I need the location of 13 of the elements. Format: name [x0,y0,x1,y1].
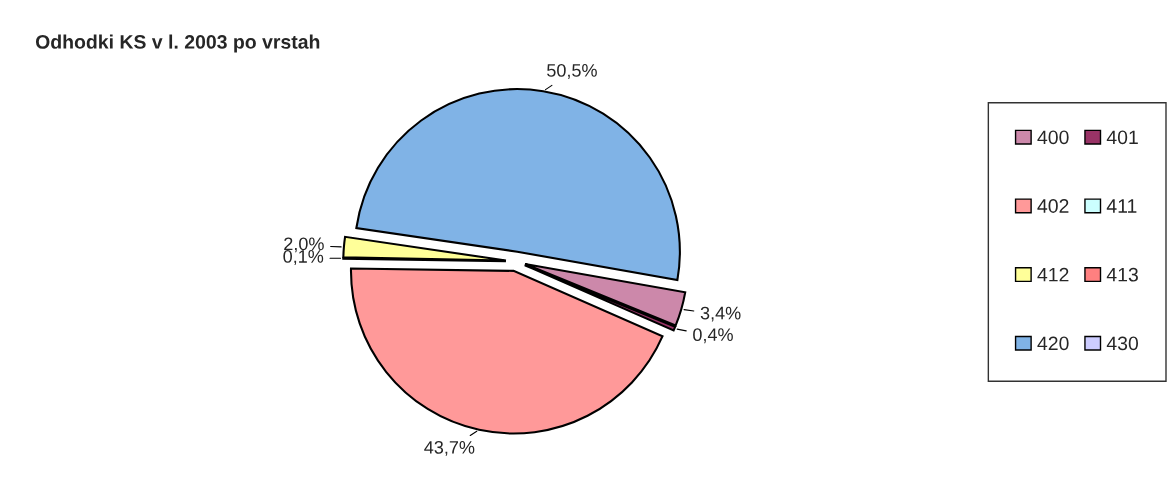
legend-label: 402 [1037,199,1069,213]
data-label: 0,4% [693,328,733,344]
legend-label: 411 [1106,199,1137,213]
legend-label: 412 [1037,267,1069,282]
legend-label: 420 [1037,336,1069,351]
legend-label: 401 [1106,130,1138,145]
legend-label: 400 [1037,130,1069,145]
data-label: 3,4% [700,306,741,322]
chart-title: Odhodki KS v l. 2003 po vrstah [35,34,320,53]
legend-label: 413 [1106,267,1138,282]
data-label: 43,7% [424,440,475,456]
data-label: 50,5% [547,63,597,79]
legend-label: 430 [1106,336,1139,351]
